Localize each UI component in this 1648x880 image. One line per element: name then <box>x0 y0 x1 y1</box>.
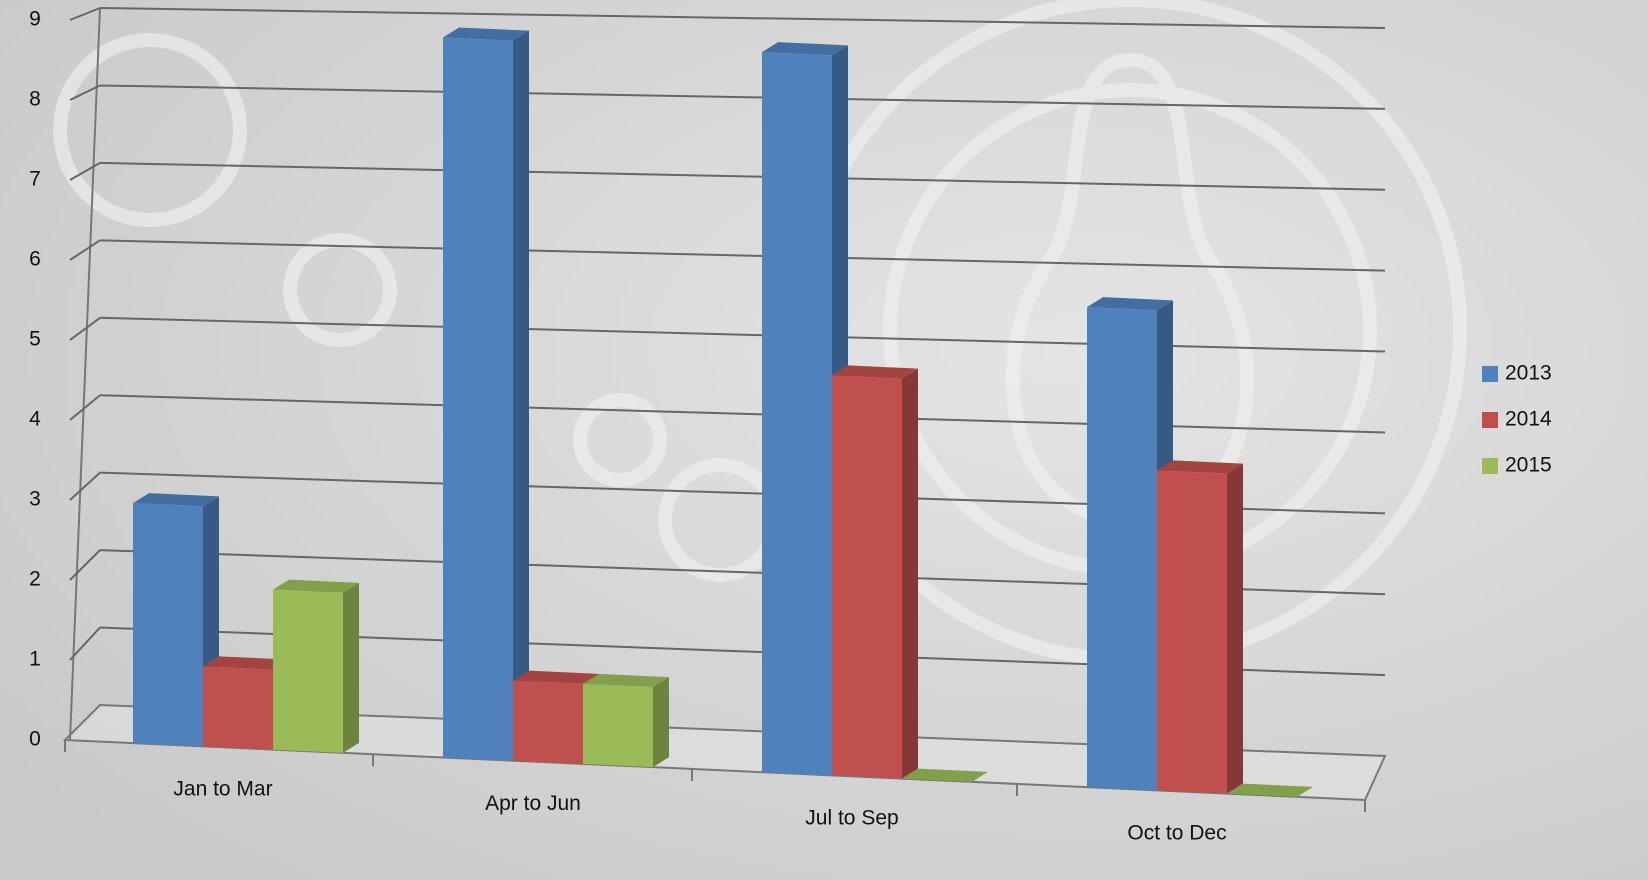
y-tick-label: 9 <box>29 8 41 31</box>
grid-line-side <box>69 7 101 21</box>
legend-swatch <box>1482 458 1498 474</box>
bar-top <box>203 656 289 670</box>
bar-side <box>653 677 669 768</box>
bar <box>1157 460 1243 794</box>
bar-top <box>583 673 669 688</box>
bar <box>443 27 529 761</box>
y-tick-label: 3 <box>29 488 41 511</box>
bar-top <box>762 42 848 56</box>
bar-top <box>273 579 359 593</box>
bar <box>273 579 359 753</box>
y-axis <box>69 7 101 741</box>
bar-front <box>273 589 343 753</box>
y-tick-label: 1 <box>29 648 41 671</box>
legend-label: 2013 <box>1505 362 1552 385</box>
bar-top <box>513 670 599 684</box>
y-tick-label: 4 <box>29 408 41 431</box>
legend-swatch <box>1482 366 1498 382</box>
x-tick-label: Jan to Mar <box>173 778 272 801</box>
grid-line-side <box>69 316 101 341</box>
y-tick-label: 7 <box>29 168 41 191</box>
bar-side <box>343 582 359 753</box>
y-tick-label: 8 <box>29 88 41 111</box>
bar-front <box>1087 307 1157 791</box>
x-tick-label: Apr to Jun <box>485 792 581 815</box>
bar-front <box>832 375 902 779</box>
bar-front <box>1157 470 1227 794</box>
bar <box>832 365 918 779</box>
bar <box>583 673 669 768</box>
grid-line-side <box>69 162 101 181</box>
bar-front <box>133 503 203 747</box>
grid-line <box>99 161 1386 191</box>
grid-line <box>99 239 1386 272</box>
grid-line-side <box>69 84 101 101</box>
grid-line <box>99 7 1386 29</box>
bar <box>1227 783 1313 797</box>
legend-swatch <box>1482 412 1498 428</box>
bar-top <box>1227 783 1313 797</box>
y-tick-label: 6 <box>29 248 41 271</box>
bar-top <box>133 493 219 507</box>
x-tick-label: Oct to Dec <box>1127 822 1226 845</box>
y-tick-label: 5 <box>29 328 41 351</box>
bar-front <box>443 37 513 761</box>
grid-line-side <box>69 549 101 581</box>
bar-side <box>513 30 529 761</box>
legend-label: 2014 <box>1505 408 1552 431</box>
y-tick-label: 2 <box>29 568 41 591</box>
legend-label: 2015 <box>1505 454 1552 477</box>
bar-front <box>583 683 653 768</box>
grid-line-side <box>69 239 101 261</box>
bar-front <box>762 52 832 776</box>
bar-top <box>832 365 918 379</box>
grid-line-side <box>69 394 101 421</box>
bar-side <box>902 368 918 779</box>
grid-line <box>99 84 1386 110</box>
x-tick-label: Jul to Sep <box>805 807 898 830</box>
grid-line-side <box>69 471 101 501</box>
grid-line-side <box>69 626 101 661</box>
bar-top <box>443 27 529 41</box>
y-tick-label: 0 <box>29 728 41 751</box>
bar-top <box>1157 460 1243 474</box>
bar-side <box>1227 463 1243 794</box>
bar-front <box>203 666 273 750</box>
bar-top <box>1087 297 1173 311</box>
bar-top <box>902 768 988 782</box>
bar <box>902 768 988 782</box>
bar-front <box>513 680 583 764</box>
